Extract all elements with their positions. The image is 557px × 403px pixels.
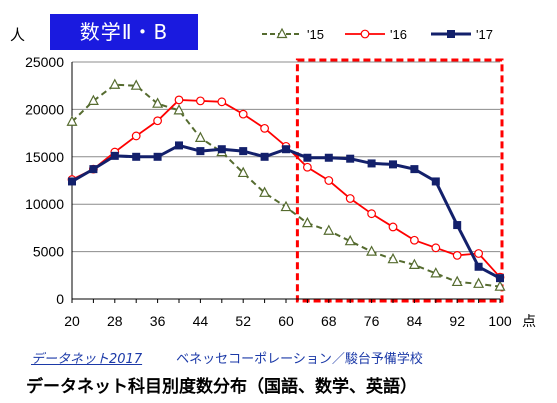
line-chart: 0 5000 10000 15000 20000 25000 20 28 36 44 52 60 68 7… xyxy=(25,27,536,329)
data-point xyxy=(451,275,463,287)
source-label: データネット2017 xyxy=(31,352,143,367)
y-tick-label: 10000 xyxy=(25,196,64,212)
data-point xyxy=(323,224,335,235)
data-point xyxy=(238,109,248,119)
data-point xyxy=(217,97,227,107)
x-tick-label: 60 xyxy=(278,313,294,329)
data-point xyxy=(89,165,98,174)
legend-label: '17 xyxy=(476,27,493,42)
data-point xyxy=(239,147,248,156)
data-point xyxy=(324,176,334,185)
data-point xyxy=(68,177,76,186)
data-point xyxy=(87,94,99,105)
data-point xyxy=(195,96,205,106)
data-point xyxy=(389,160,397,169)
data-point xyxy=(324,153,333,162)
highlight-box xyxy=(295,58,504,303)
series-line xyxy=(71,143,501,280)
legend-label: '15 xyxy=(307,27,324,42)
data-point xyxy=(259,186,271,197)
data-point xyxy=(66,115,78,126)
x-tick-label: 92 xyxy=(449,313,465,329)
data-point xyxy=(194,131,206,142)
data-point xyxy=(130,79,142,90)
data-point xyxy=(366,245,378,256)
data-point xyxy=(496,274,504,283)
data-point xyxy=(153,152,162,161)
data-point xyxy=(360,29,370,39)
data-point xyxy=(494,280,506,291)
data-point xyxy=(237,166,249,178)
data-point xyxy=(173,104,185,115)
data-point xyxy=(431,243,441,253)
data-point xyxy=(447,30,455,38)
y-tick-label: 25000 xyxy=(25,54,64,70)
data-point xyxy=(217,145,226,154)
subject-title: 数学Ⅱ・B xyxy=(50,14,198,50)
data-point xyxy=(388,222,398,232)
series-lines xyxy=(66,78,506,291)
data-point xyxy=(260,152,269,161)
data-point xyxy=(453,221,462,230)
axes: 0 5000 10000 15000 20000 25000 20 28 36 44 52 60 68 7… xyxy=(25,54,536,329)
data-point xyxy=(430,267,442,278)
data-point xyxy=(196,147,205,156)
x-tick-label: 36 xyxy=(150,313,166,329)
data-point xyxy=(452,250,462,260)
data-point xyxy=(410,235,419,245)
data-point xyxy=(153,116,163,126)
y-unit-label: 人 xyxy=(10,26,26,44)
data-point xyxy=(345,194,355,203)
data-point xyxy=(110,151,119,160)
source-credit: データネット2017 ベネッセコーポレーション／駿台予備学校 xyxy=(31,348,423,367)
data-point xyxy=(280,200,292,212)
data-point xyxy=(303,162,312,172)
data-point xyxy=(132,152,141,161)
data-point xyxy=(474,262,483,271)
x-tick-label: 52 xyxy=(235,313,251,329)
data-point xyxy=(473,277,485,288)
x-tick-label: 20 xyxy=(64,313,80,329)
data-point xyxy=(301,216,313,228)
data-point xyxy=(410,165,419,174)
x-tick-label: 44 xyxy=(193,313,209,329)
data-point xyxy=(131,131,141,141)
page-title: データネット科目別度数分布（国語、数学、英語） xyxy=(26,377,417,397)
publisher-label: ベネッセコーポレーション／駿台予備学校 xyxy=(176,352,423,367)
data-point xyxy=(408,258,420,269)
x-tick-label: 68 xyxy=(321,313,337,329)
y-tick-label: 15000 xyxy=(25,149,64,165)
data-point xyxy=(260,123,270,133)
series-line xyxy=(71,83,501,288)
data-point xyxy=(152,97,164,108)
legend-label: '16 xyxy=(390,27,407,42)
y-tick-label: 0 xyxy=(56,291,64,307)
y-tick-label: 5000 xyxy=(33,244,64,260)
data-point xyxy=(431,177,440,186)
data-point xyxy=(276,27,288,39)
highlight-region xyxy=(295,58,504,303)
x-tick-label: 84 xyxy=(407,313,423,329)
data-point xyxy=(367,159,376,168)
x-tick-label: 100 xyxy=(488,313,512,329)
x-unit-label: 点 xyxy=(522,313,536,329)
data-point xyxy=(303,153,312,162)
data-point xyxy=(174,95,184,105)
legend: '15 '16 '17 xyxy=(262,27,493,42)
data-point xyxy=(282,145,290,154)
data-point xyxy=(387,252,399,264)
data-point xyxy=(367,209,377,219)
y-tick-label: 20000 xyxy=(25,101,64,117)
data-point xyxy=(346,154,355,163)
data-point xyxy=(474,249,484,258)
x-tick-label: 76 xyxy=(364,313,380,329)
data-point xyxy=(175,141,183,150)
data-point xyxy=(344,234,356,246)
x-tick-label: 28 xyxy=(107,313,123,329)
data-point xyxy=(109,78,121,89)
